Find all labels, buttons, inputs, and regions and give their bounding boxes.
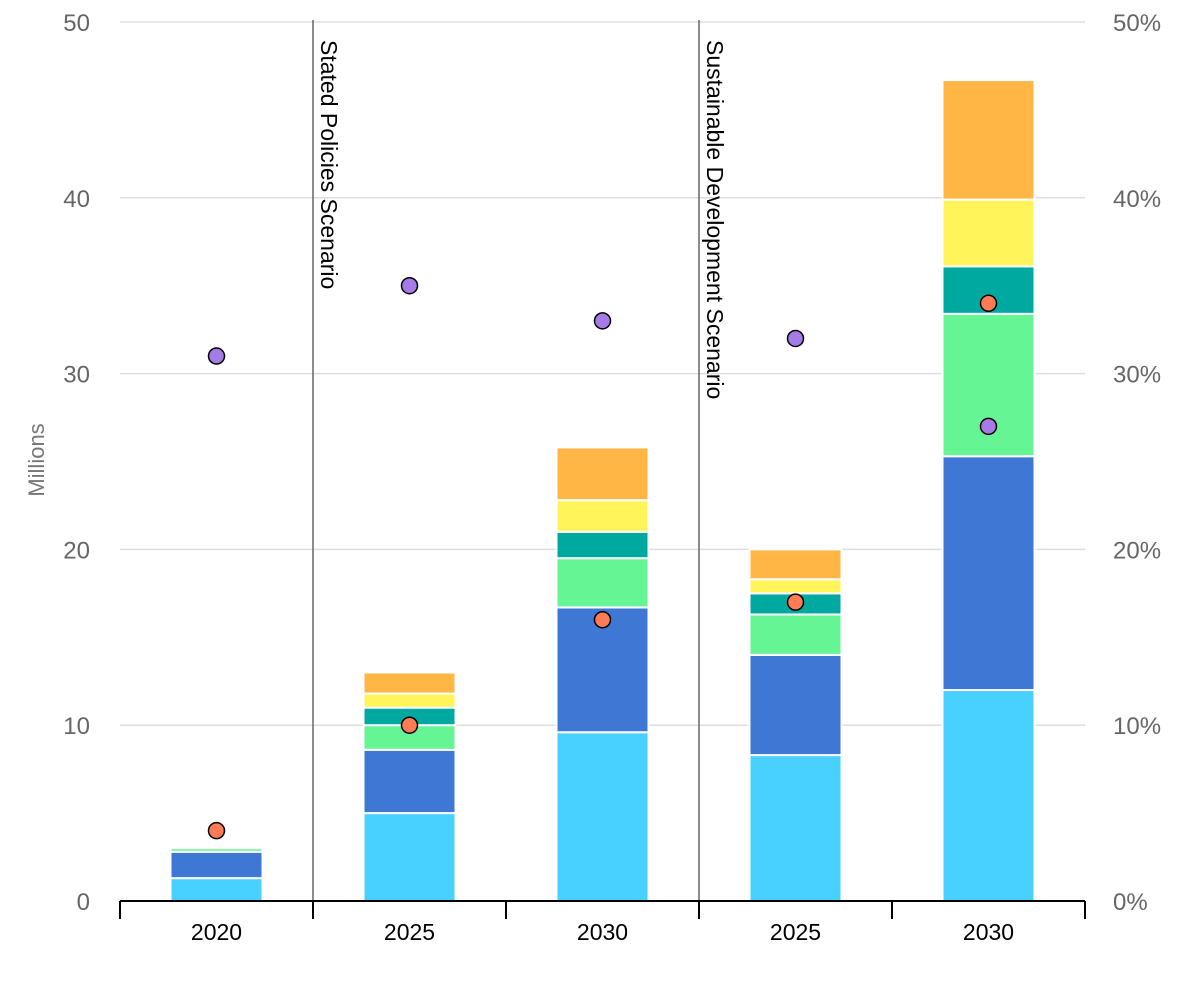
bar-segment	[748, 613, 843, 656]
bar-segment	[555, 499, 650, 533]
bar-stack	[748, 548, 843, 902]
bar-stack	[169, 847, 264, 902]
bar-segment	[555, 557, 650, 609]
left-axis-ticks: 0 10 20 30 40 50	[63, 10, 90, 916]
y2-tick-label: 0%	[1113, 889, 1148, 916]
marker-point	[593, 312, 612, 330]
markers	[207, 276, 998, 840]
bar-segment	[748, 548, 843, 581]
y2-tick-label: 50%	[1113, 10, 1161, 37]
bar-segment	[941, 455, 1036, 692]
y-tick-label: 0	[77, 889, 90, 916]
bar-segment	[362, 748, 457, 815]
x-tick-label: 2030	[577, 919, 628, 945]
bar-stack	[941, 79, 1036, 902]
bar-segment	[941, 689, 1036, 902]
marker-point	[979, 294, 998, 313]
marker-point	[207, 347, 226, 365]
bar-segment	[748, 578, 843, 595]
marker-point	[786, 329, 805, 348]
x-tick-label: 2025	[384, 919, 435, 945]
y2-tick-label: 20%	[1113, 537, 1161, 564]
y2-tick-label: 30%	[1113, 362, 1161, 389]
marker-point	[593, 610, 612, 629]
bar-segment	[555, 446, 650, 502]
gridlines	[120, 21, 1085, 726]
bar-segment	[748, 754, 843, 902]
bar-segment	[555, 530, 650, 560]
bar-stack	[555, 446, 650, 902]
scenario-dividers: Stated Policies Scenario Sustainable Deve…	[312, 20, 728, 901]
y-tick-label: 10	[63, 713, 90, 740]
marker-point	[786, 593, 805, 611]
bar-segment	[169, 847, 264, 853]
bar-segment	[941, 79, 1036, 201]
y-tick-label: 30	[63, 362, 90, 389]
y2-tick-label: 10%	[1113, 713, 1161, 740]
y-tick-label: 20	[63, 537, 90, 564]
y-axis-title: Millions	[24, 423, 49, 496]
x-tick-label: 2025	[770, 919, 821, 945]
bar-stack	[362, 671, 457, 902]
bar-segment	[169, 877, 264, 902]
marker-point	[979, 417, 998, 436]
x-axis: 2020 2025 2030 2025 2030	[119, 900, 1086, 945]
right-axis-ticks: 0% 10% 20% 30% 40% 50%	[1113, 10, 1161, 916]
bar-segment	[362, 812, 457, 902]
marker-point	[207, 821, 226, 840]
x-tick-label: 2030	[963, 919, 1014, 945]
y2-tick-label: 40%	[1113, 186, 1161, 213]
marker-point	[400, 716, 419, 734]
x-tick-label: 2020	[191, 919, 242, 945]
bar-segment	[362, 671, 457, 695]
scenario-label: Sustainable Development Scenario	[702, 40, 728, 399]
scenario-label: Stated Policies Scenario	[316, 40, 342, 289]
marker-point	[400, 276, 419, 295]
bar-segment	[941, 198, 1036, 268]
y-tick-label: 50	[63, 10, 90, 37]
bar-segment	[748, 653, 843, 757]
bars	[169, 79, 1036, 902]
bar-segment	[362, 692, 457, 709]
bar-segment	[169, 850, 264, 880]
bar-segment	[555, 731, 650, 902]
y-tick-label: 40	[63, 186, 90, 213]
